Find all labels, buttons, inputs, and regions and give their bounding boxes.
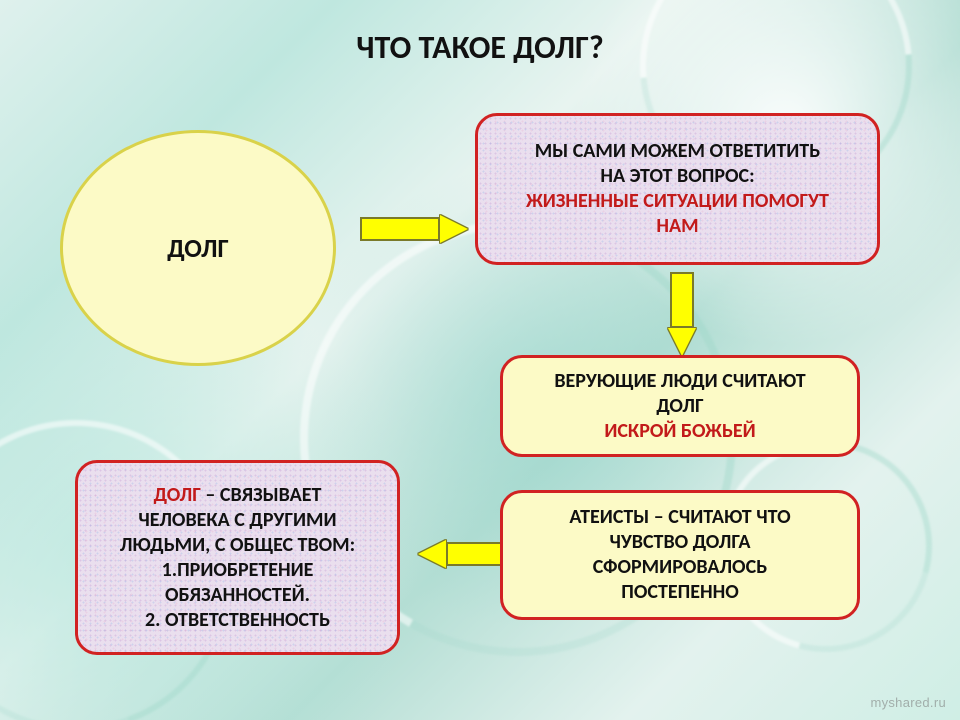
text-line: ДОЛГ [656, 394, 703, 419]
text-line: СФОРМИРОВАЛОСЬ [593, 555, 767, 580]
box-definition: ДОЛГ – СВЯЗЫВАЕТ ЧЕЛОВЕКА С ДРУГИМИ ЛЮДЬ… [75, 460, 400, 655]
text-line: АТЕИСТЫ – СЧИТАЮТ ЧТО [569, 505, 790, 530]
slide-title: ЧТО ТАКОЕ ДОЛГ? [0, 28, 960, 67]
box-atheists: АТЕИСТЫ – СЧИТАЮТ ЧТО ЧУВСТВО ДОЛГА СФОР… [500, 490, 860, 620]
text-line: 1.ПРИОБРЕТЕНИЕ [162, 558, 314, 583]
text-line: ПОСТЕПЕННО [621, 580, 738, 605]
watermark: myshared.ru [870, 695, 946, 710]
text-line: ЧУВСТВО ДОЛГА [609, 530, 750, 555]
oval-label: ДОЛГ [167, 232, 228, 264]
text-span: – СВЯЗЫВАЕТ [201, 483, 321, 507]
text-line: ОБЯЗАННОСТЕЙ. [165, 583, 310, 608]
text-line: ЧЕЛОВЕКА С ДРУГИМИ [138, 508, 336, 533]
lead-word: ДОЛГ [154, 483, 201, 507]
text-line: ДОЛГ – СВЯЗЫВАЕТ [154, 483, 322, 508]
box-believers: ВЕРУЮЩИЕ ЛЮДИ СЧИТАЮТ ДОЛГ ИСКРОЙ БОЖЬЕЙ [500, 355, 860, 457]
box-self-answer: МЫ САМИ МОЖЕМ ОТВЕТИТИТЬ НА ЭТОТ ВОПРОС:… [475, 113, 880, 265]
text-line: ЛЮДЬМИ, С ОБЩЕС ТВОМ: [120, 533, 355, 558]
text-line: НАМ [656, 214, 698, 239]
text-line: ЖИЗНЕННЫЕ СИТУАЦИИ ПОМОГУТ [526, 189, 829, 214]
node-oval-dolg: ДОЛГ [60, 130, 336, 366]
text-line: МЫ САМИ МОЖЕМ ОТВЕТИТИТЬ [535, 139, 820, 164]
text-line: НА ЭТОТ ВОПРОС: [600, 164, 754, 189]
text-line: ИСКРОЙ БОЖЬЕЙ [604, 419, 755, 444]
text-line: 2. ОТВЕТСТВЕННОСТЬ [145, 608, 330, 633]
slide: ЧТО ТАКОЕ ДОЛГ? ДОЛГ МЫ САМИ МОЖЕМ ОТВЕТ… [0, 0, 960, 720]
text-line: ВЕРУЮЩИЕ ЛЮДИ СЧИТАЮТ [554, 369, 805, 394]
